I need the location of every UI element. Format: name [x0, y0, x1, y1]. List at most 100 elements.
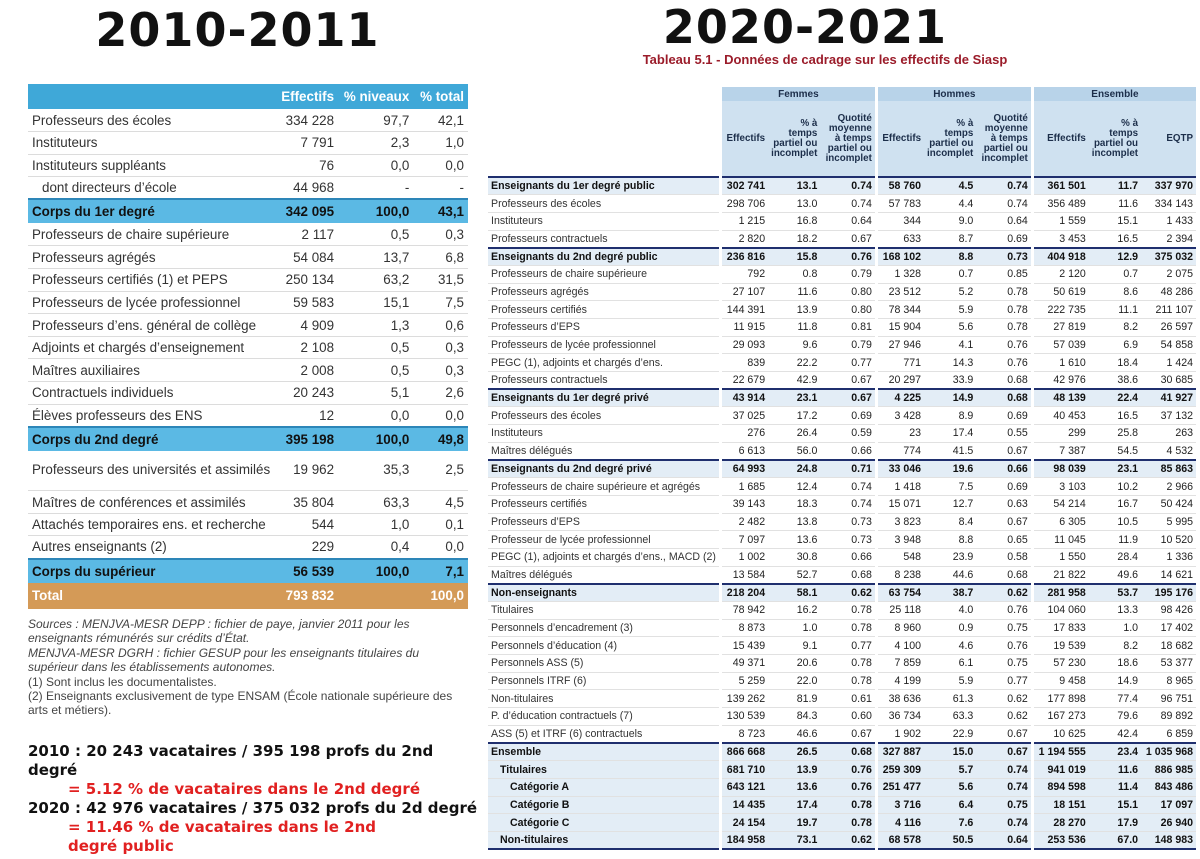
cell-effectifs: 44 968 [274, 176, 339, 200]
cell-niveaux: 63,3 [338, 490, 414, 514]
cell-value: 53.7 [1088, 582, 1142, 602]
cell-total: 0,0 [413, 154, 468, 178]
cell-label: Professeurs agrégés [28, 245, 275, 270]
sources-notes: Sources : MENJVA-MESR DEPP : fichier de … [28, 617, 468, 718]
table-row: Instituteurs 7 791 2,3 1,0 [28, 131, 468, 155]
cell-value: 4 199 [874, 672, 925, 691]
cell-value: 8 238 [874, 566, 925, 585]
section-row: Catégorie C 24 154 19.7 0.78 4 116 7.6 0.74 28 … [488, 813, 1196, 832]
cell-value: 0.68 [976, 388, 1033, 408]
sub-header-pct-f: % à temps partiel ou incomplet [768, 101, 821, 178]
cell-value: 28 270 [1030, 813, 1089, 832]
cell-label: Enseignants du 1er degré public [488, 176, 721, 196]
cell-value: 298 706 [718, 194, 769, 213]
cell-value: 41 927 [1141, 388, 1196, 408]
cell-value: 0.74 [976, 194, 1033, 213]
cell-value: 0.78 [976, 318, 1033, 337]
cell-total: - [413, 176, 468, 200]
cell-value: 17.4 [768, 796, 821, 815]
total-row: Total 793 832 100,0 [28, 582, 468, 609]
cell-value: 57 039 [1030, 336, 1089, 355]
cell-value: 3 428 [874, 406, 925, 426]
table-row: P. d’éducation contractuels (7) 130 539 84… [488, 707, 1196, 726]
cell-effectifs: 35 804 [274, 490, 339, 514]
cell-label: Non-titulaires [488, 689, 721, 709]
cell-label: Enseignants du 2nd degré privé [488, 459, 721, 479]
cell-value: 50 424 [1141, 495, 1196, 514]
header-total: % total [413, 84, 468, 109]
cell-niveaux: 15,1 [338, 291, 414, 315]
cell-value: 1.0 [768, 619, 821, 638]
cell-value: 52.7 [768, 566, 821, 585]
cell-value: 77.4 [1088, 689, 1142, 709]
cell-value: 0.64 [976, 212, 1033, 231]
cell-value: 42.4 [1088, 725, 1142, 744]
table-row: Professeurs certifiés 144 391 13.9 0.80 78 3… [488, 300, 1196, 319]
cell-value: 8.7 [924, 230, 977, 249]
cell-value: 26.4 [768, 424, 821, 443]
cell-value: 0.7 [1088, 265, 1142, 284]
cell-value: 28.4 [1088, 548, 1142, 567]
cell-effectifs: 7 791 [274, 131, 339, 155]
sub-header-quotite-h: Quotité moyenne à temps partiel ou incom… [976, 101, 1033, 178]
cell-label: Personnels d’encadrement (3) [488, 619, 721, 638]
cell-value: 0.76 [976, 636, 1033, 656]
cell-niveaux: 1,0 [338, 513, 414, 537]
table-row: Professeurs d’EPS 11 915 11.8 0.81 15 904 5.6… [488, 318, 1196, 337]
cell-value: 85 863 [1141, 459, 1196, 479]
cell-value: 26 940 [1141, 813, 1196, 832]
cell-value: 0.67 [976, 513, 1033, 532]
cell-value: 8.2 [1088, 318, 1142, 337]
cell-value: 15.8 [768, 246, 821, 266]
cell-value: 1 550 [1030, 548, 1089, 567]
header-label [28, 84, 275, 109]
cell-value: 27 946 [874, 336, 925, 355]
table-row: Personnels d’encadrement (3) 8 873 1.0 0.78… [488, 619, 1196, 638]
note-line: MENJVA-MESR DGRH : fichier GESUP pour le… [28, 645, 420, 675]
cell-value: 6 613 [718, 442, 769, 461]
cell-value: 0.74 [820, 194, 877, 213]
cell-value: 23.1 [1088, 459, 1142, 479]
cell-value: 0.74 [820, 495, 877, 514]
cell-effectifs: 56 539 [274, 557, 339, 583]
table-row: Maîtres auxiliaires 2 008 0,5 0,3 [28, 358, 468, 383]
cell-total: 0,3 [413, 358, 468, 383]
cell-value: 5.2 [924, 283, 977, 302]
cell-value: 0.59 [820, 424, 877, 443]
cell-value: 4 100 [874, 636, 925, 656]
calc-result-2020-cont: degré public [68, 837, 174, 855]
cell-value: 0.74 [976, 760, 1033, 779]
sub-header-quotite-f: Quotité moyenne à temps partiel ou incom… [820, 101, 877, 178]
cell-value: 1 902 [874, 725, 925, 744]
cell-label: Professeurs de chaire supérieure et agré… [488, 477, 721, 496]
cell-value: 5.9 [924, 672, 977, 691]
cell-value: 50 619 [1030, 283, 1089, 302]
cell-value: 0.62 [820, 582, 877, 602]
table-row: Professeurs des écoles 298 706 13.0 0.74 57 … [488, 194, 1196, 213]
cell-value: 13.1 [768, 176, 821, 196]
table-row: Titulaires 78 942 16.2 0.78 25 118 4.0 0.76 104… [488, 601, 1196, 620]
sub-header-pct-e: % à temps partiel ou incomplet [1088, 101, 1142, 178]
cell-value: 0.78 [976, 283, 1033, 302]
cell-value: 17.4 [924, 424, 977, 443]
cell-value: 10 625 [1030, 725, 1089, 744]
cell-value: 56.0 [768, 442, 821, 461]
cell-label: Professeurs contractuels [488, 230, 721, 249]
sub-header-effectifs-f: Effectifs [718, 101, 769, 178]
cell-label: Instituteurs [28, 131, 275, 155]
cell-niveaux: 0,0 [338, 154, 414, 178]
cell-value: 15.0 [924, 742, 977, 762]
cell-value: 30.8 [768, 548, 821, 567]
cell-value: 18 151 [1030, 796, 1089, 815]
table-row: Professeur de lycée professionnel 7 097 13… [488, 530, 1196, 549]
cell-total: 1,0 [413, 131, 468, 155]
cell-effectifs: 793 832 [274, 582, 339, 609]
cell-effectifs: 12 [274, 404, 339, 428]
cell-value: 167 273 [1030, 707, 1089, 726]
cell-value: 39 143 [718, 495, 769, 514]
cell-niveaux: 35,3 [338, 450, 414, 492]
cell-label: Corps du 1er degré [28, 198, 275, 224]
cell-value: 22 679 [718, 371, 769, 390]
cell-value: 0.80 [820, 283, 877, 302]
cell-value: 4 225 [874, 388, 925, 408]
